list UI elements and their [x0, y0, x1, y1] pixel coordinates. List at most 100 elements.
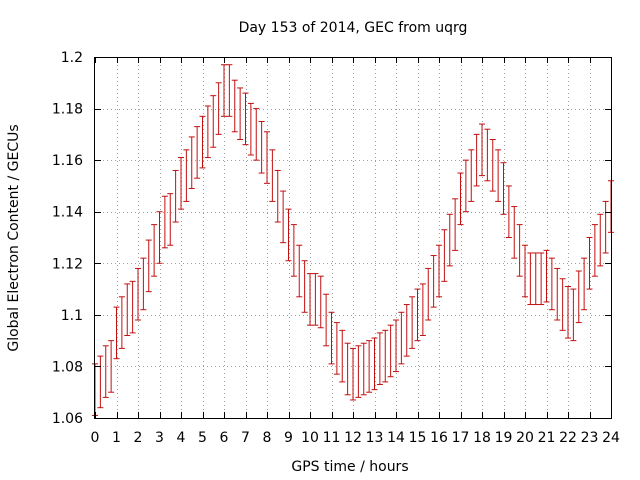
x-tick-label: 16: [430, 430, 448, 446]
error-bar: [575, 270, 582, 324]
error-bar: [204, 105, 211, 159]
error-bar: [355, 345, 362, 398]
error-bar: [409, 296, 416, 349]
error-bar: [457, 172, 464, 226]
x-tick-label: 22: [559, 430, 577, 446]
error-bar: [156, 211, 163, 264]
error-bar: [522, 244, 528, 298]
error-bar: [505, 185, 512, 238]
error-bar: [199, 115, 206, 169]
error-bar: [382, 329, 389, 383]
error-bar: [108, 340, 115, 393]
error-bar: [489, 139, 496, 192]
error-bar: [290, 224, 297, 277]
error-bars-layer: [92, 64, 614, 416]
error-bar: [425, 267, 432, 321]
error-bar: [97, 355, 104, 409]
x-tick-label: 7: [241, 430, 250, 446]
error-bar: [215, 82, 222, 135]
error-bar: [339, 329, 346, 383]
x-tick-label: 4: [177, 430, 186, 446]
y-tick-label: 1.2: [61, 50, 83, 66]
x-tick-label: 13: [366, 430, 384, 446]
error-bar: [161, 195, 168, 249]
error-bar: [226, 64, 233, 117]
error-bar: [516, 224, 523, 277]
error-bar: [452, 198, 459, 251]
x-tick-label: 0: [91, 430, 100, 446]
x-tick-label: 17: [452, 430, 470, 446]
error-bar: [323, 293, 330, 347]
error-bar: [178, 157, 184, 210]
y-tick-label: 1.16: [52, 153, 83, 169]
error-bar: [597, 213, 604, 267]
error-bar: [403, 304, 410, 357]
error-bar: [591, 224, 598, 277]
error-bar: [360, 342, 367, 396]
error-bar: [129, 280, 136, 334]
error-bar: [366, 340, 373, 393]
error-bar: [210, 95, 217, 148]
error-bar: [371, 337, 378, 391]
error-bar: [543, 249, 550, 303]
error-bar: [113, 306, 120, 360]
error-bar: [135, 267, 141, 321]
error-bar: [473, 133, 480, 187]
y-axis-label: Global Electron Content / GECUs: [6, 124, 22, 351]
error-bar: [479, 123, 485, 177]
y-tick-label: 1.1: [61, 308, 83, 324]
error-bar: [307, 273, 313, 326]
x-tick-label: 11: [323, 430, 341, 446]
error-bar: [511, 206, 518, 259]
x-tick-label: 18: [473, 430, 491, 446]
y-tick-label: 1.08: [52, 359, 83, 375]
error-bar: [317, 275, 324, 329]
y-tick-label: 1.14: [52, 205, 83, 221]
y-tick-label: 1.12: [52, 256, 83, 272]
error-bar: [221, 64, 227, 117]
error-bar: [387, 324, 394, 378]
error-bar: [559, 278, 566, 331]
error-bar: [269, 149, 276, 202]
error-bar: [312, 273, 319, 326]
y-tick-label: 1.06: [52, 411, 83, 427]
x-tick-label: 10: [301, 430, 319, 446]
x-tick-label: 5: [198, 430, 207, 446]
error-bar: [441, 229, 448, 282]
error-bar: [231, 79, 238, 133]
error-bar: [172, 169, 179, 223]
error-bar: [527, 252, 534, 306]
x-tick-label: 23: [581, 430, 599, 446]
error-bar: [602, 200, 609, 254]
error-bar: [532, 252, 539, 306]
error-bar: [344, 342, 351, 396]
x-tick-label: 9: [284, 430, 293, 446]
error-bar: [301, 260, 308, 313]
error-bar: [167, 193, 174, 246]
error-bar: [242, 92, 249, 146]
x-tick-label: 1: [112, 430, 121, 446]
error-bar: [328, 311, 335, 365]
error-bar: [285, 208, 292, 262]
x-tick-label: 20: [516, 430, 534, 446]
error-bar: [586, 237, 593, 290]
error-bar: [570, 288, 577, 342]
error-bar: [548, 257, 555, 311]
error-bar: [565, 285, 571, 339]
error-bar: [581, 257, 588, 311]
error-bar: [237, 87, 244, 141]
error-bar: [436, 244, 442, 298]
error-bar: [554, 267, 561, 321]
x-tick-label: 8: [263, 430, 272, 446]
error-bar: [419, 283, 426, 336]
x-tick-label: 14: [387, 430, 405, 446]
error-bar: [398, 311, 405, 365]
error-bar: [495, 149, 502, 202]
x-tick-label: 24: [602, 430, 620, 446]
error-bar: [188, 136, 195, 190]
x-tick-label: 19: [495, 430, 513, 446]
error-bar: [430, 255, 437, 308]
error-bar: [258, 120, 265, 174]
error-bar: [102, 345, 109, 398]
